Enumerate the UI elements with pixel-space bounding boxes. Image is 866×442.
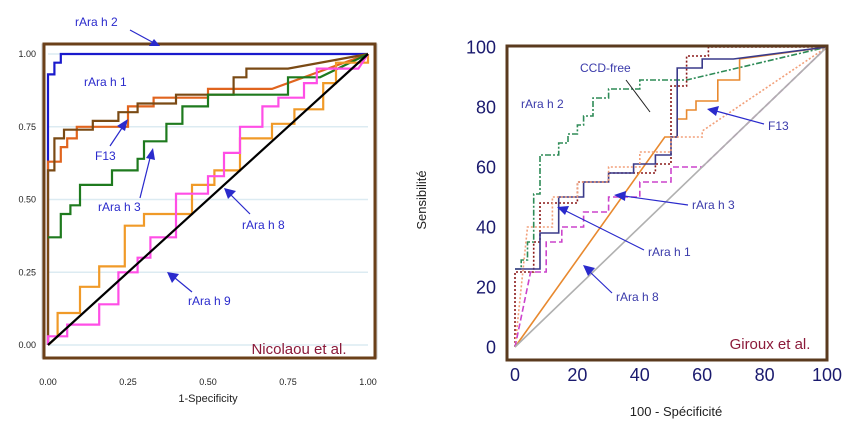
right-x-tick-1: 20	[567, 365, 587, 385]
right-annotation-rara-h1: rAra h 1	[648, 245, 691, 259]
right-y-tick-3: 60	[476, 157, 496, 177]
left-arrow-rara-h8	[230, 194, 251, 215]
right-plot-border	[505, 44, 829, 362]
left-source-label: Nicolaou et al.	[251, 341, 346, 358]
left-x-tick-3: 0.75	[279, 377, 297, 387]
right-arrow-rara-h8	[589, 271, 613, 294]
right-series-group	[514, 46, 828, 348]
right-x-axis-label: 100 - Spécificité	[630, 404, 723, 419]
right-series-rara-h-1	[514, 46, 828, 348]
left-y-tick-0: 0.00	[18, 340, 36, 350]
left-annotation-rara-h9: rAra h 9	[188, 294, 231, 308]
left-x-tick-labels: 0.00 0.25 0.50 0.75 1.00	[39, 377, 377, 387]
left-y-tick-1: 0.25	[18, 267, 36, 277]
right-annotation-rara-h2: rAra h 2	[521, 97, 564, 111]
right-arrowhead-rara-h8	[583, 265, 595, 276]
right-x-tick-3: 60	[692, 365, 712, 385]
left-x-tick-1: 0.25	[119, 377, 137, 387]
right-annotation-ccd-free: CCD-free	[580, 61, 631, 75]
left-series-line-6	[47, 53, 369, 346]
left-roc-chart: 0.00 0.25 0.50 0.75 1.00 0.00 0.25 0.50 0.75 1.0…	[18, 15, 378, 405]
right-x-tick-4: 80	[755, 365, 775, 385]
left-arrowhead-rara-h3	[146, 148, 155, 160]
right-series-line-6	[514, 46, 828, 348]
left-annotation-rara-h8: rAra h 8	[242, 218, 285, 232]
left-arrowhead-rara-h9	[167, 272, 179, 283]
left-arrowhead-rara-h8	[224, 188, 236, 199]
left-plot-border	[42, 42, 377, 360]
right-arrow-rara-h1	[565, 210, 645, 251]
left-y-tick-labels: 0.00 0.25 0.50 0.75 1.00	[18, 49, 36, 350]
right-series-ccd-free	[515, 46, 828, 270]
right-arrow-f13	[715, 110, 765, 125]
right-y-tick-labels: 0 20 40 60 80 100	[466, 37, 496, 357]
left-arrowhead-rara-h2	[149, 39, 160, 46]
left-y-tick-4: 1.00	[18, 49, 36, 59]
left-series-rara-h-3	[48, 53, 369, 239]
left-series-group	[46, 52, 370, 346]
right-y-tick-5: 100	[466, 37, 496, 57]
right-arrowhead-rara-h3	[614, 191, 626, 201]
right-x-tick-0: 0	[510, 365, 520, 385]
right-y-tick-1: 20	[476, 277, 496, 297]
left-annotation-rara-h2: rAra h 2	[75, 15, 118, 29]
right-leader-ccd-free	[625, 79, 651, 113]
left-arrow-rara-h9	[174, 277, 193, 293]
left-arrow-rara-h2	[129, 29, 155, 44]
left-annotation-rara-h1: rAra h 1	[84, 75, 127, 89]
right-y-axis-label: Sensibilité	[414, 170, 429, 229]
right-annotation-rara-h3: rAra h 3	[692, 198, 735, 212]
right-series-rara-h-8	[514, 46, 828, 348]
right-annotation-f13: F13	[768, 119, 789, 133]
left-x-tick-2: 0.50	[199, 377, 217, 387]
right-roc-chart: 0 20 40 60 80 100 0 20 40 60 80 100 100 - Spécific…	[414, 37, 842, 419]
right-series-rara-h-3	[515, 46, 828, 270]
left-y-tick-2: 0.50	[18, 195, 36, 205]
right-source-label: Giroux et al.	[730, 336, 811, 353]
right-y-tick-2: 40	[476, 217, 496, 237]
left-series-rara-h-9	[46, 53, 369, 345]
left-arrow-f13	[109, 127, 123, 147]
left-annotation-rara-h3: rAra h 3	[98, 200, 141, 214]
left-arrow-rara-h3	[139, 157, 151, 199]
left-series-line-2	[46, 52, 369, 345]
right-annotation-rara-h8: rAra h 8	[616, 290, 659, 304]
right-arrow-rara-h3	[623, 195, 689, 206]
left-x-tick-4: 1.00	[359, 377, 377, 387]
right-arrowhead-rara-h1	[557, 206, 569, 215]
left-annotation-f13: F13	[95, 149, 116, 163]
right-x-tick-2: 40	[630, 365, 650, 385]
right-x-tick-5: 100	[812, 365, 842, 385]
left-series-rara-h-8	[47, 54, 370, 346]
left-x-axis-label: 1-Specificity	[178, 393, 238, 405]
left-x-tick-0: 0.00	[39, 377, 57, 387]
left-y-tick-3: 0.75	[18, 122, 36, 132]
right-y-tick-0: 0	[486, 337, 496, 357]
right-x-tick-labels: 0 20 40 60 80 100	[510, 365, 842, 385]
right-arrowhead-f13	[707, 106, 719, 116]
right-y-tick-4: 80	[476, 97, 496, 117]
left-arrowhead-f13	[117, 119, 128, 131]
